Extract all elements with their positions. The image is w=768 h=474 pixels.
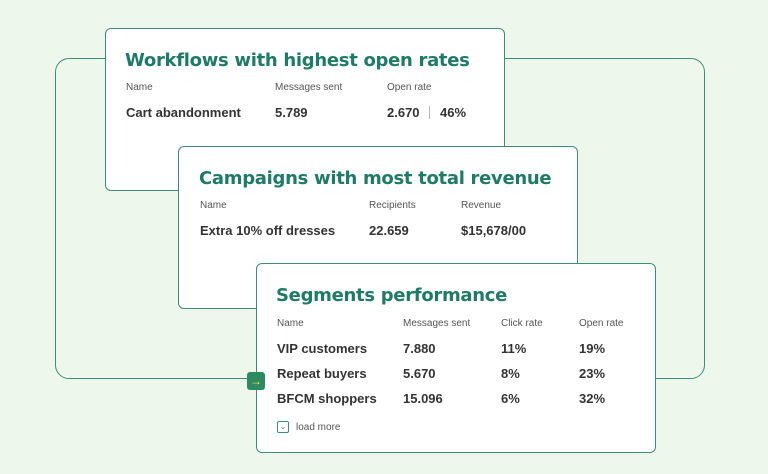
load-more-button[interactable]: ⌄ load more (277, 421, 340, 433)
segments-header-name: Name (277, 318, 304, 329)
segment-row-messages-sent: 15.096 (403, 391, 443, 406)
segment-row-click-rate: 11% (501, 341, 527, 356)
workflows-title: Workflows with highest open rates (125, 50, 470, 71)
segment-row-open-rate: 19% (579, 341, 606, 356)
workflows-header-open-rate: Open rate (387, 82, 432, 93)
segments-header-click-rate: Click rate (501, 318, 543, 329)
open-rate-divider (429, 106, 430, 119)
workflows-header-messages-sent: Messages sent (275, 82, 343, 93)
segment-row-click-rate: 6% (501, 391, 520, 406)
segments-header-open-rate: Open rate (579, 318, 624, 329)
segments-header-messages-sent: Messages sent (403, 318, 471, 329)
campaigns-header-recipients: Recipients (369, 200, 416, 211)
segment-row-messages-sent: 5.670 (403, 366, 436, 381)
segment-row-messages-sent: 7.880 (403, 341, 436, 356)
workflows-row-open-rate: 46% (440, 105, 467, 120)
campaigns-header-revenue: Revenue (461, 200, 502, 211)
segment-row-name: Repeat buyers (277, 366, 367, 381)
chevron-down-icon: ⌄ (277, 421, 289, 433)
campaigns-header-name: Name (200, 200, 227, 211)
segment-row-name: BFCM shoppers (277, 391, 377, 406)
campaigns-row-recipients: 22.659 (369, 223, 409, 238)
segment-row-open-rate: 32% (579, 391, 606, 406)
segment-row-name: VIP customers (277, 341, 368, 356)
workflows-row-messages-sent: 5.789 (275, 105, 308, 120)
segment-row-open-rate: 23% (579, 366, 606, 381)
workflows-row-name: Cart abandonment (126, 105, 241, 120)
campaigns-row-name: Extra 10% off dresses (200, 223, 336, 238)
segment-row-click-rate: 8% (501, 366, 520, 381)
workflows-header-name: Name (126, 82, 153, 93)
workflows-row-open-count: 2.670 (387, 105, 420, 120)
segments-card: Segments performance Name Messages sent … (256, 263, 656, 453)
campaigns-row-revenue: $15,678/00 (461, 223, 527, 238)
load-more-label: load more (296, 421, 341, 433)
segments-title: Segments performance (276, 285, 508, 306)
arrow-right-icon: → (247, 372, 265, 390)
campaigns-title: Campaigns with most total revenue (199, 168, 552, 189)
